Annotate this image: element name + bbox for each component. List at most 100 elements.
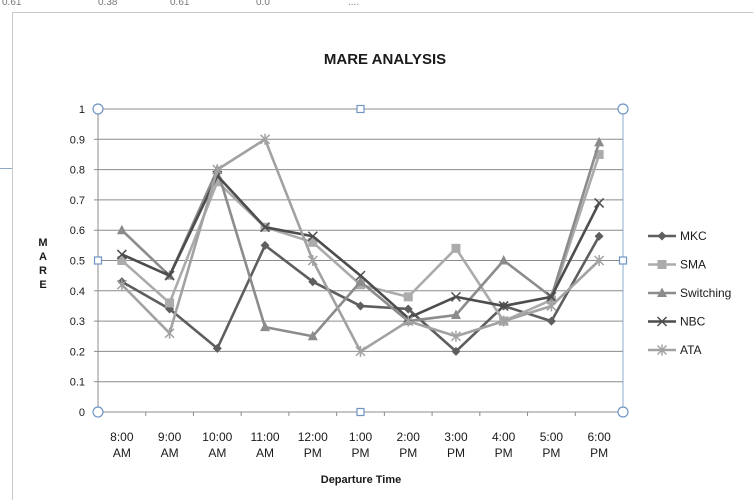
legend-item: NBC	[648, 315, 706, 329]
x-tick-label: 4:00	[492, 430, 516, 444]
x-tick-label-period: PM	[495, 446, 513, 460]
data-point	[212, 177, 222, 187]
x-tick-label: 5:00	[540, 430, 564, 444]
sheet-cell: 0.61	[2, 0, 22, 8]
corner-resize-handle[interactable]	[92, 103, 104, 115]
x-tick-label: 1:00	[349, 430, 373, 444]
sheet-cell: 0.61	[170, 0, 190, 8]
data-point	[594, 197, 605, 208]
sheet-gridline-fragment	[0, 168, 12, 169]
y-tick-label: 0.6	[70, 225, 85, 237]
corner-resize-handle[interactable]	[92, 406, 104, 418]
x-tick-label-period: PM	[542, 446, 560, 460]
y-tick-label: 0.9	[70, 134, 85, 146]
data-point	[451, 243, 461, 253]
x-tick-label-period: PM	[304, 446, 322, 460]
y-tick-label: 0.8	[70, 165, 85, 177]
data-point	[498, 255, 509, 265]
corner-resize-handle[interactable]	[617, 406, 629, 418]
data-point	[260, 222, 271, 233]
data-point	[212, 343, 222, 353]
corner-resize-handle[interactable]	[617, 103, 629, 115]
data-point	[307, 330, 318, 341]
data-point	[594, 231, 604, 241]
data-point	[594, 255, 605, 266]
y-tick-label: 0.3	[70, 316, 85, 328]
data-point	[450, 330, 461, 342]
edge-resize-handle[interactable]	[93, 256, 103, 265]
data-point	[403, 304, 413, 314]
chart-area[interactable]	[12, 12, 753, 500]
data-point	[260, 240, 270, 250]
chart-title: MARE ANALYSIS	[324, 51, 446, 68]
data-point	[164, 270, 175, 281]
x-tick-label-period: PM	[590, 446, 608, 460]
sheet-cell: ....	[348, 0, 360, 8]
data-point	[308, 237, 318, 247]
y-tick-label: 0.2	[70, 346, 85, 358]
data-point	[657, 260, 667, 269]
data-point	[498, 315, 509, 327]
data-point	[657, 231, 667, 241]
y-tick-label: 0.4	[70, 286, 85, 298]
x-tick-label-period: AM	[208, 446, 226, 460]
x-tick-label: 9:00	[158, 430, 182, 444]
data-point	[450, 309, 461, 320]
sheet-cell: 0.38	[98, 0, 118, 8]
data-point	[355, 345, 366, 357]
data-point	[451, 346, 461, 356]
sheet-cell: 0.0	[256, 0, 270, 8]
y-tick-label: 0.1	[70, 377, 85, 389]
series-ata	[116, 133, 605, 357]
data-point	[355, 276, 366, 286]
x-tick-label-period: AM	[113, 446, 131, 460]
data-point	[403, 292, 413, 302]
data-point	[355, 270, 366, 281]
data-point	[594, 149, 604, 159]
edge-resize-handle[interactable]	[618, 256, 628, 265]
data-point	[656, 344, 668, 356]
x-tick-label: 12:00	[298, 430, 328, 444]
data-point	[307, 231, 318, 242]
data-point	[546, 316, 556, 326]
legend-label: MKC	[680, 229, 707, 243]
data-point	[356, 301, 365, 311]
x-tick-label: 3:00	[444, 430, 468, 444]
y-tick-label: 0.7	[70, 195, 85, 207]
series-sma	[117, 149, 604, 326]
legend-item: Switching	[648, 286, 731, 300]
data-point	[498, 300, 509, 311]
x-tick-label-period: AM	[161, 446, 179, 460]
data-point	[403, 315, 414, 327]
legend-label: Switching	[680, 286, 731, 300]
data-point	[656, 316, 668, 327]
edge-resize-handle[interactable]	[356, 407, 365, 417]
legend-label: ATA	[680, 343, 702, 357]
x-tick-label: 8:00	[110, 430, 134, 444]
x-tick-label-period: PM	[352, 446, 370, 460]
data-point	[260, 321, 271, 332]
edge-resize-handle[interactable]	[356, 104, 365, 114]
legend: MKC SMA Switching NBC ATA	[648, 229, 731, 357]
x-tick-label-period: AM	[256, 446, 274, 460]
legend-label: NBC	[680, 315, 706, 329]
data-point	[450, 291, 461, 302]
data-point	[657, 287, 667, 297]
x-tick-label: 6:00	[587, 430, 611, 444]
data-point	[116, 279, 127, 291]
x-tick-label: 2:00	[397, 430, 421, 444]
series-mkc	[117, 231, 604, 356]
y-tick-label: 0	[79, 407, 85, 419]
data-point	[260, 133, 271, 145]
x-tick-label: 10:00	[202, 430, 232, 444]
legend-item: ATA	[648, 343, 702, 357]
y-tick-label: 1	[79, 104, 85, 116]
legend-item: MKC	[648, 229, 707, 243]
data-point	[307, 255, 318, 266]
x-tick-label-period: PM	[399, 446, 417, 460]
spreadsheet-cells-strip: 0.61 0.38 0.61 0.0 ....	[0, 0, 753, 14]
x-axis-ticks: 8:00 AM 9:00 AM 10:00 AM 11:00 AM 12:00 PM 1:00 PM 2…	[97, 412, 611, 460]
data-point	[165, 298, 175, 308]
